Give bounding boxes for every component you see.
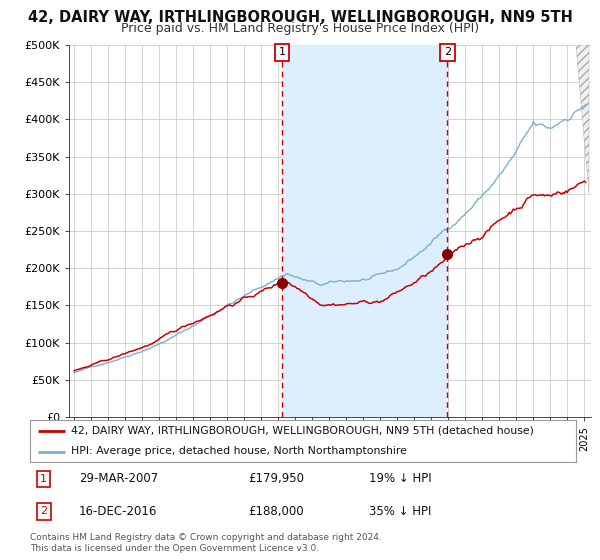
Text: £188,000: £188,000 <box>248 505 304 517</box>
Text: £179,950: £179,950 <box>248 473 304 486</box>
Text: 42, DAIRY WAY, IRTHLINGBOROUGH, WELLINGBOROUGH, NN9 5TH: 42, DAIRY WAY, IRTHLINGBOROUGH, WELLINGB… <box>28 10 572 25</box>
Text: 35% ↓ HPI: 35% ↓ HPI <box>368 505 431 517</box>
Text: 1: 1 <box>40 474 47 484</box>
Text: 42, DAIRY WAY, IRTHLINGBOROUGH, WELLINGBOROUGH, NN9 5TH (detached house): 42, DAIRY WAY, IRTHLINGBOROUGH, WELLINGB… <box>71 426 534 436</box>
Text: 1: 1 <box>278 47 286 57</box>
Polygon shape <box>575 45 589 194</box>
Bar <box>282 45 448 417</box>
Text: Price paid vs. HM Land Registry's House Price Index (HPI): Price paid vs. HM Land Registry's House … <box>121 22 479 35</box>
Text: 16-DEC-2016: 16-DEC-2016 <box>79 505 158 517</box>
Text: Contains HM Land Registry data © Crown copyright and database right 2024.
This d: Contains HM Land Registry data © Crown c… <box>30 533 382 553</box>
Text: 29-MAR-2007: 29-MAR-2007 <box>79 473 158 486</box>
Text: HPI: Average price, detached house, North Northamptonshire: HPI: Average price, detached house, Nort… <box>71 446 407 456</box>
Text: 19% ↓ HPI: 19% ↓ HPI <box>368 473 431 486</box>
Text: 2: 2 <box>40 506 47 516</box>
Text: 2: 2 <box>444 47 451 57</box>
